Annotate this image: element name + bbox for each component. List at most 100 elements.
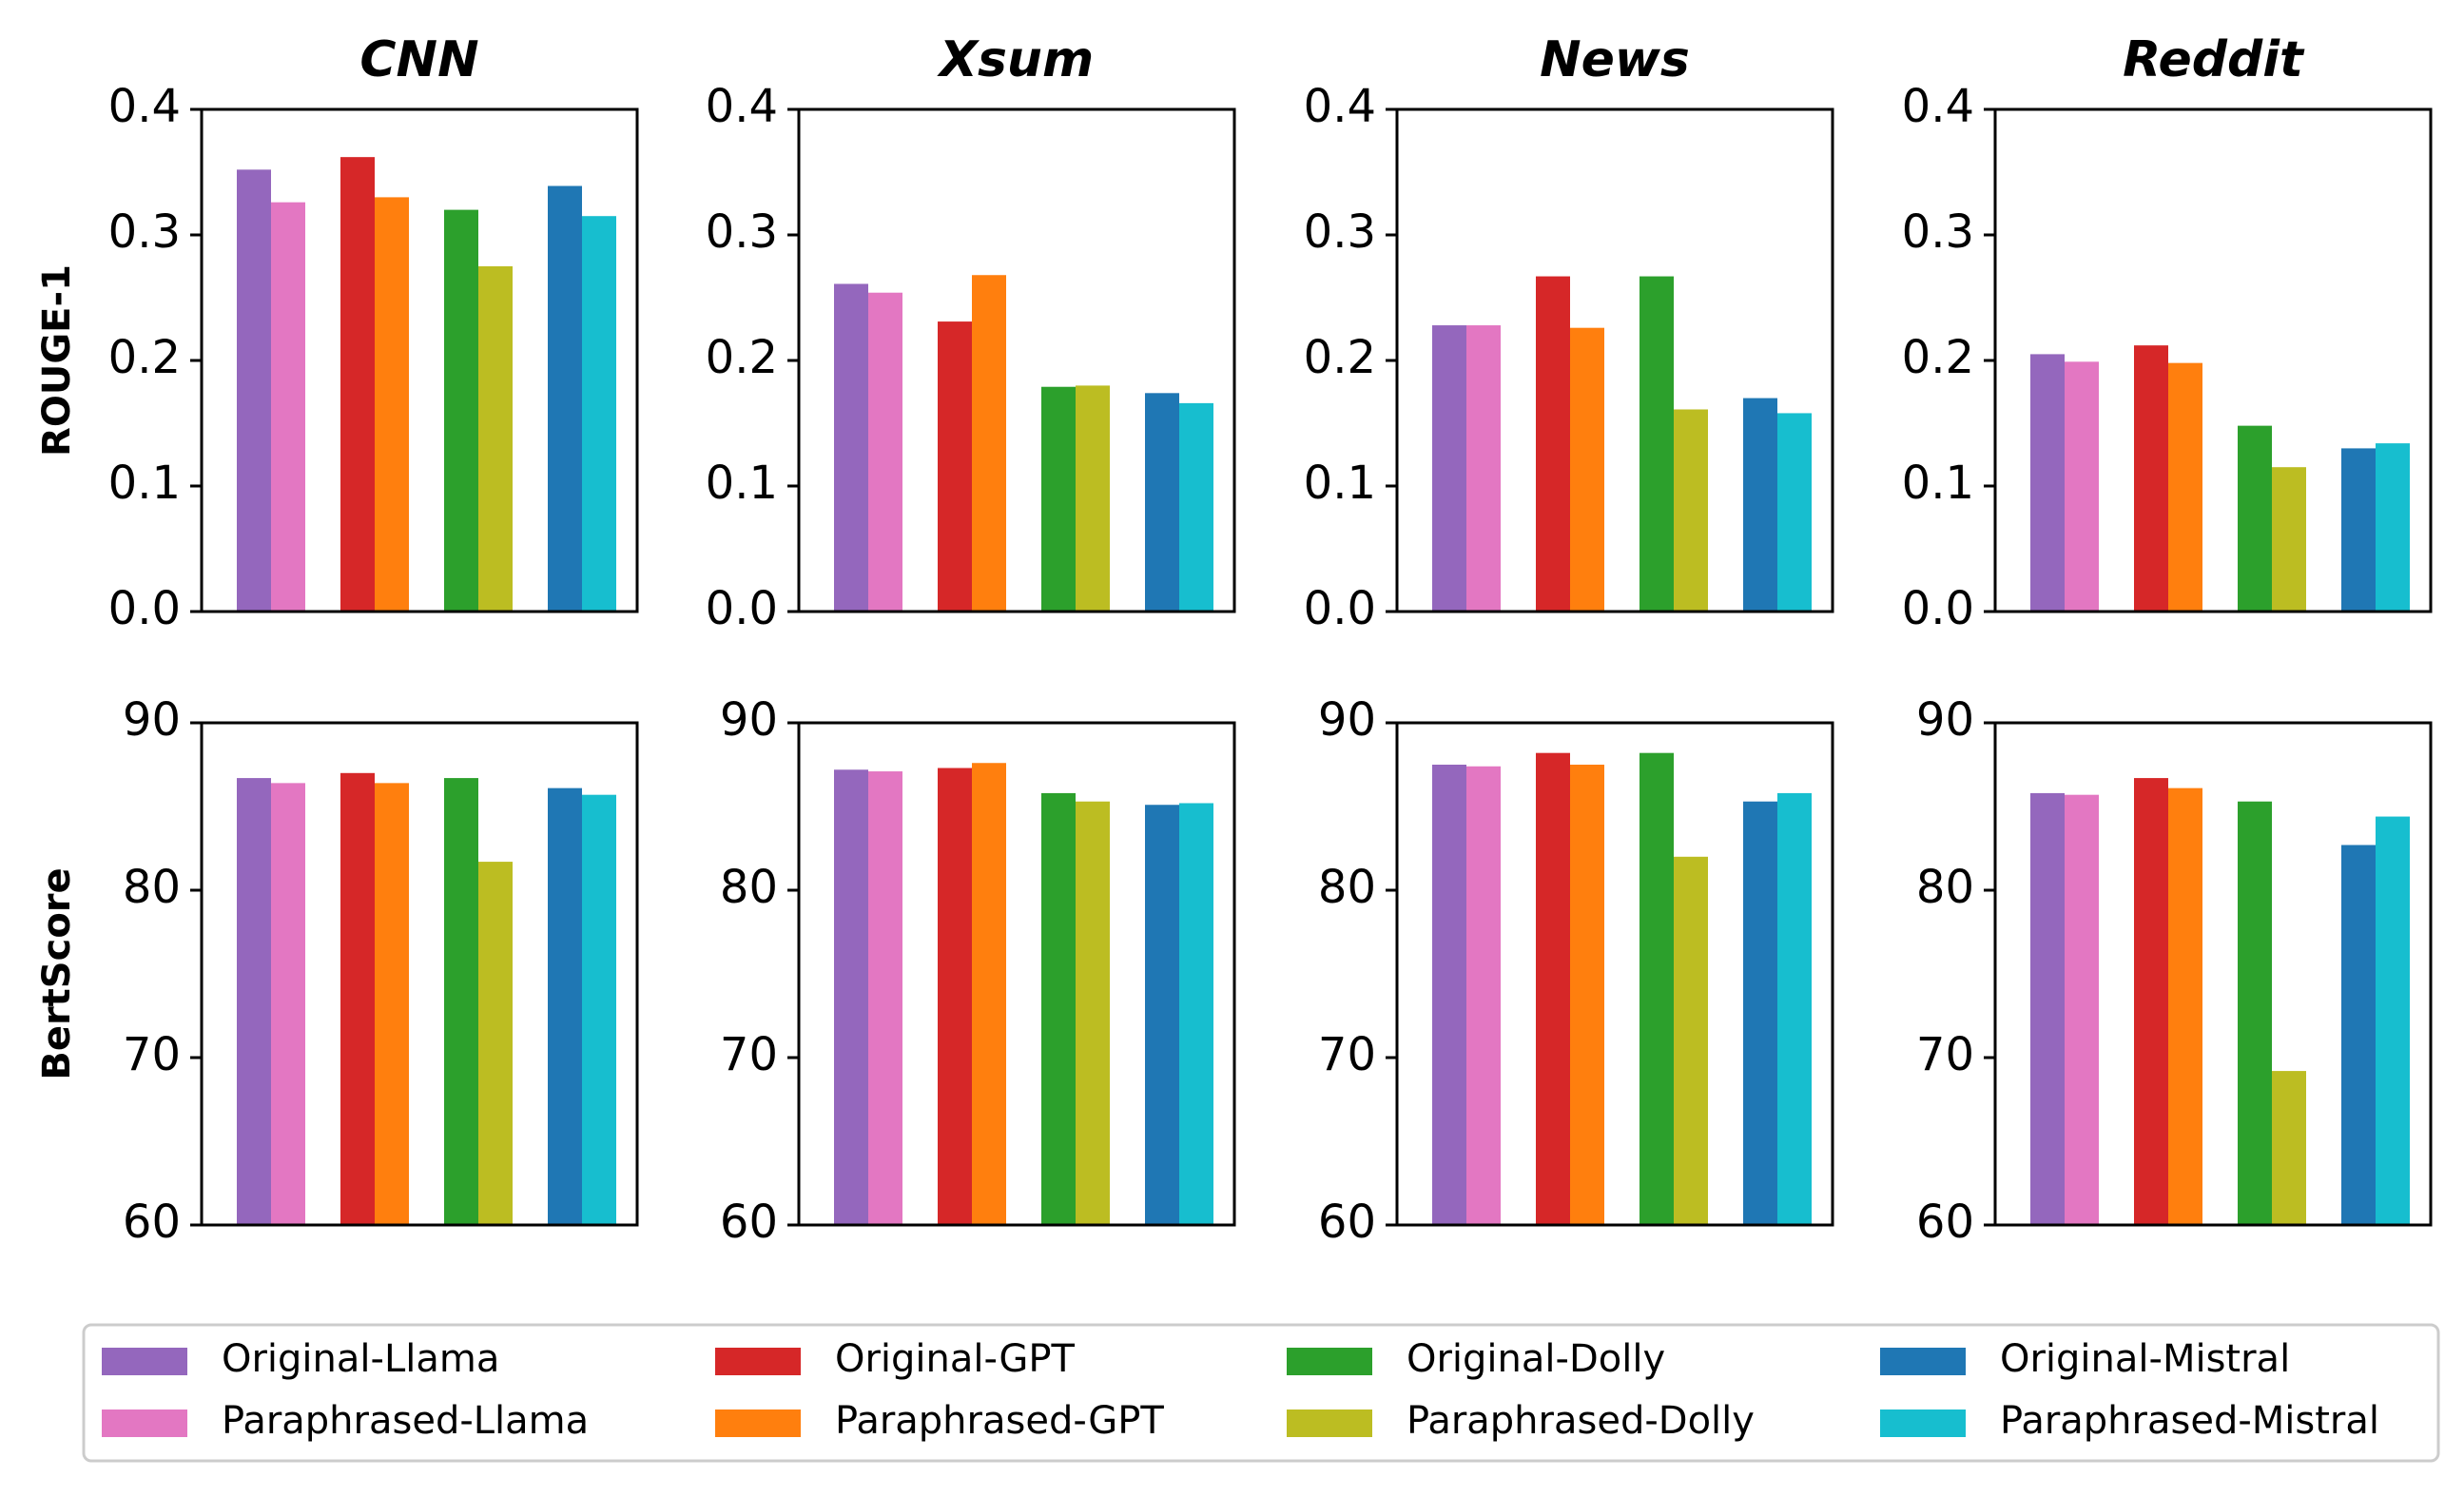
y-tick-label-bertscore-news: 90 (1318, 693, 1376, 747)
row-label-rouge-1: ROUGE-1 (35, 264, 79, 457)
y-tick-label-bertscore-cnn: 60 (123, 1196, 181, 1249)
legend-label-original-llama: Original-Llama (222, 1337, 499, 1381)
bar-rouge-1-xsum-original-llama (834, 283, 868, 612)
y-tick-label-rouge-1-cnn: 0.0 (108, 582, 181, 635)
bar-bertscore-reddit-original-mistral (2341, 845, 2376, 1225)
y-tick-label-bertscore-xsum: 60 (720, 1196, 778, 1249)
bar-rouge-1-reddit-original-mistral (2341, 448, 2376, 612)
y-tick-label-rouge-1-xsum: 0.0 (706, 582, 778, 635)
bar-rouge-1-xsum-paraphrased-mistral (1179, 402, 1213, 612)
legend-swatch-original-dolly (1287, 1348, 1372, 1375)
y-tick-label-rouge-1-reddit: 0.2 (1902, 331, 1974, 384)
bar-bertscore-reddit-original-dolly (2238, 801, 2272, 1225)
y-tick-label-rouge-1-reddit: 0.1 (1902, 457, 1974, 510)
bar-rouge-1-cnn-paraphrased-dolly (478, 266, 513, 612)
bar-bertscore-news-original-dolly (1639, 752, 1674, 1225)
bar-rouge-1-xsum-original-gpt (938, 321, 972, 612)
bar-bertscore-xsum-original-dolly (1041, 792, 1076, 1225)
bar-bertscore-news-original-mistral (1743, 801, 1777, 1225)
bar-bertscore-reddit-original-gpt (2134, 778, 2168, 1225)
y-tick-label-rouge-1-cnn: 0.3 (108, 205, 181, 259)
bar-bertscore-news-paraphrased-gpt (1570, 765, 1604, 1225)
bar-bertscore-cnn-original-mistral (548, 787, 582, 1225)
bar-rouge-1-cnn-original-mistral (548, 185, 582, 612)
bar-bertscore-reddit-paraphrased-llama (2065, 794, 2099, 1225)
bar-bertscore-cnn-original-dolly (444, 778, 478, 1225)
y-tick-label-rouge-1-reddit: 0.3 (1902, 205, 1974, 259)
y-tick-label-bertscore-xsum: 80 (720, 861, 778, 914)
bar-bertscore-news-original-gpt (1536, 752, 1570, 1225)
legend-label-paraphrased-mistral: Paraphrased-Mistral (2000, 1399, 2379, 1443)
legend-swatch-paraphrased-dolly (1287, 1410, 1372, 1437)
bar-rouge-1-xsum-paraphrased-dolly (1076, 385, 1110, 612)
axes-frame-bertscore-reddit (1993, 721, 2433, 1227)
bar-bertscore-cnn-paraphrased-llama (271, 783, 305, 1225)
bar-rouge-1-reddit-paraphrased-llama (2065, 361, 2099, 612)
bar-rouge-1-xsum-paraphrased-gpt (972, 275, 1006, 612)
bar-rouge-1-news-original-mistral (1743, 398, 1777, 612)
column-title-cnn: CNN (359, 31, 478, 88)
bar-bertscore-xsum-original-mistral (1145, 805, 1179, 1225)
y-tick-label-bertscore-news: 80 (1318, 861, 1376, 914)
legend-label-paraphrased-llama: Paraphrased-Llama (222, 1399, 589, 1443)
bar-bertscore-news-paraphrased-mistral (1777, 792, 1812, 1225)
bar-bertscore-reddit-paraphrased-dolly (2272, 1071, 2306, 1225)
y-tick-label-rouge-1-cnn: 0.2 (108, 331, 181, 384)
legend-label-original-dolly: Original-Dolly (1407, 1337, 1665, 1381)
bar-rouge-1-cnn-original-dolly (444, 209, 478, 612)
bar-rouge-1-reddit-paraphrased-mistral (2376, 443, 2410, 612)
legend-swatch-paraphrased-mistral (1880, 1410, 1966, 1437)
y-tick-label-bertscore-reddit: 70 (1916, 1028, 1974, 1081)
bar-bertscore-cnn-paraphrased-mistral (582, 794, 616, 1225)
y-tick-label-bertscore-xsum: 70 (720, 1028, 778, 1081)
legend-label-original-gpt: Original-GPT (835, 1337, 1076, 1381)
column-title-xsum: Xsum (937, 31, 1094, 88)
bar-rouge-1-xsum-original-dolly (1041, 386, 1076, 612)
bar-rouge-1-reddit-original-llama (2030, 354, 2065, 612)
axes-frame-bertscore-cnn (200, 721, 639, 1227)
bar-rouge-1-news-paraphrased-gpt (1570, 327, 1604, 612)
bar-bertscore-xsum-paraphrased-dolly (1076, 801, 1110, 1225)
bar-bertscore-xsum-paraphrased-mistral (1179, 803, 1213, 1225)
bar-rouge-1-news-paraphrased-mistral (1777, 413, 1812, 612)
bar-bertscore-xsum-original-gpt (938, 768, 972, 1225)
y-tick-label-rouge-1-news: 0.4 (1304, 80, 1376, 133)
y-tick-label-bertscore-cnn: 80 (123, 861, 181, 914)
bar-rouge-1-cnn-paraphrased-mistral (582, 216, 616, 612)
y-tick-label-bertscore-cnn: 70 (123, 1028, 181, 1081)
bar-bertscore-cnn-original-gpt (340, 772, 375, 1225)
y-tick-label-rouge-1-xsum: 0.3 (706, 205, 778, 259)
bar-rouge-1-reddit-original-gpt (2134, 345, 2168, 612)
bar-bertscore-cnn-paraphrased-dolly (478, 862, 513, 1225)
bar-rouge-1-news-paraphrased-llama (1466, 325, 1501, 612)
legend-label-original-mistral: Original-Mistral (2000, 1337, 2290, 1381)
legend-swatch-paraphrased-llama (102, 1410, 187, 1437)
legend-label-paraphrased-gpt: Paraphrased-GPT (835, 1399, 1164, 1443)
y-tick-label-rouge-1-news: 0.0 (1304, 582, 1376, 635)
bar-bertscore-xsum-original-llama (834, 769, 868, 1225)
y-tick-label-bertscore-reddit: 90 (1916, 693, 1974, 747)
y-tick-label-rouge-1-reddit: 0.0 (1902, 582, 1974, 635)
y-tick-label-rouge-1-news: 0.1 (1304, 457, 1376, 510)
bar-bertscore-xsum-paraphrased-gpt (972, 763, 1006, 1225)
y-tick-label-bertscore-cnn: 90 (123, 693, 181, 747)
y-tick-label-rouge-1-cnn: 0.1 (108, 457, 181, 510)
bar-bertscore-news-paraphrased-dolly (1674, 856, 1708, 1225)
bar-rouge-1-xsum-paraphrased-llama (868, 292, 902, 612)
bar-rouge-1-cnn-original-llama (237, 169, 271, 612)
y-tick-label-rouge-1-xsum: 0.2 (706, 331, 778, 384)
row-label-bertscore: BertScore (35, 867, 79, 1079)
legend-swatch-paraphrased-gpt (715, 1410, 801, 1437)
y-tick-label-rouge-1-xsum: 0.1 (706, 457, 778, 510)
axes-frame-bertscore-news (1395, 721, 1834, 1227)
bar-rouge-1-cnn-original-gpt (340, 157, 375, 612)
y-tick-label-rouge-1-xsum: 0.4 (706, 80, 778, 133)
bar-bertscore-news-original-llama (1432, 765, 1466, 1225)
bar-bertscore-reddit-paraphrased-gpt (2168, 787, 2202, 1225)
bar-bertscore-cnn-original-llama (237, 778, 271, 1225)
y-tick-label-rouge-1-reddit: 0.4 (1902, 80, 1974, 133)
legend-swatch-original-mistral (1880, 1348, 1966, 1375)
bar-bertscore-xsum-paraphrased-llama (868, 771, 902, 1225)
